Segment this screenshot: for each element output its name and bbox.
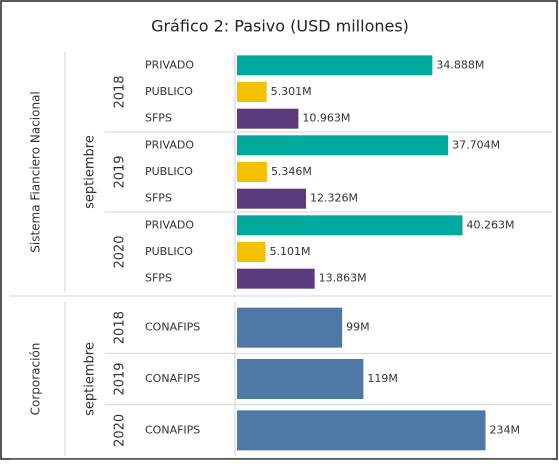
category-label: SFPS — [145, 272, 172, 285]
year-label: 2018 — [113, 75, 128, 108]
bar — [237, 188, 307, 209]
category-label: CONAFIPS — [145, 321, 200, 334]
year-label: 2020 — [113, 414, 128, 447]
row-label: Sistema Fianciero Nacional — [29, 91, 43, 253]
value-label: 37.704M — [452, 138, 500, 151]
category-label: SFPS — [145, 192, 172, 205]
value-label: 40.263M — [466, 218, 514, 231]
bar — [237, 307, 343, 348]
category-label: CONAFIPS — [145, 423, 200, 436]
bar — [237, 55, 433, 76]
value-label: 99M — [346, 321, 370, 334]
row-label: Corporación — [29, 343, 43, 416]
category-label: PUBLICO — [145, 165, 193, 178]
bar — [237, 242, 266, 262]
group-label: septiembre — [83, 135, 98, 209]
category-label: CONAFIPS — [145, 372, 200, 385]
bar — [237, 108, 299, 129]
bar — [237, 268, 315, 289]
bar — [237, 359, 364, 399]
category-label: PRIVADO — [145, 218, 194, 231]
group-label: septiembre — [83, 342, 98, 416]
year-label: 2018 — [113, 311, 128, 344]
category-label: PRIVADO — [145, 138, 194, 151]
bar — [237, 215, 463, 236]
year-label: 2019 — [113, 362, 128, 395]
value-label: 34.888M — [436, 58, 484, 71]
year-label: 2019 — [113, 155, 128, 188]
value-label: 5.101M — [270, 245, 311, 258]
bar — [237, 82, 267, 102]
value-label: 234M — [490, 423, 521, 436]
value-label: 13.863M — [319, 272, 367, 285]
bar — [237, 135, 449, 156]
value-label: 5.346M — [271, 165, 312, 178]
category-label: PRIVADO — [145, 58, 194, 71]
category-label: PUBLICO — [145, 245, 193, 258]
chart-title: Gráfico 2: Pasivo (USD millones) — [151, 17, 409, 36]
value-label: 5.301M — [271, 85, 312, 98]
value-label: 119M — [367, 372, 398, 385]
value-label: 12.326M — [310, 192, 358, 205]
category-label: PUBLICO — [145, 85, 193, 98]
bar — [237, 162, 267, 182]
year-label: 2020 — [113, 235, 128, 268]
value-label: 10.963M — [302, 112, 350, 125]
bar — [237, 410, 486, 451]
category-label: SFPS — [145, 112, 172, 125]
